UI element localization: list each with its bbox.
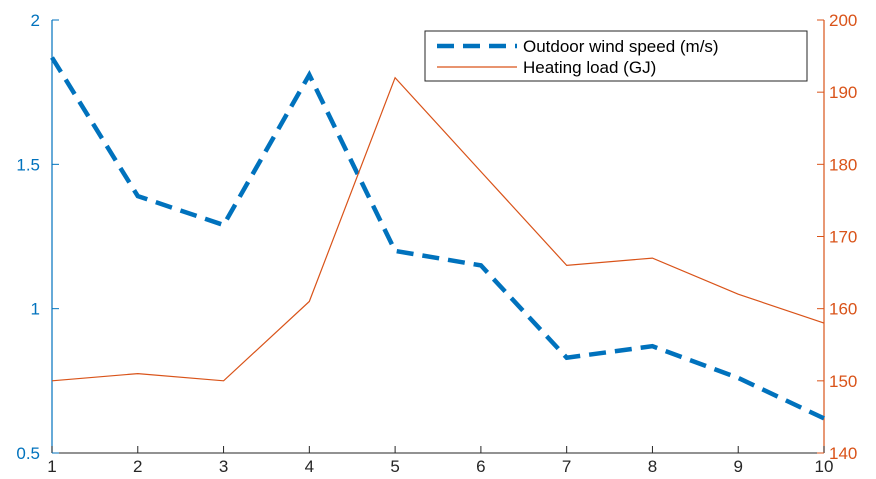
y-right-tick-label: 170	[829, 228, 857, 247]
legend: Outdoor wind speed (m/s) Heating load (GJ…	[424, 30, 808, 82]
y-left-tick-label: 1	[31, 300, 40, 319]
y-right-tick-label: 190	[829, 83, 857, 102]
wind-speed-line	[50, 56, 825, 421]
x-tick-label: 2	[133, 457, 142, 476]
y-left-tick-label: 1.5	[16, 155, 40, 174]
y-left-tick-label: 2	[31, 11, 40, 30]
x-tick-label: 8	[648, 457, 657, 476]
y-right-tick-label: 160	[829, 300, 857, 319]
x-tick-label: 5	[390, 457, 399, 476]
x-tick-label: 3	[219, 457, 228, 476]
y-right-tick-label: 150	[829, 372, 857, 391]
x-tick-label: 9	[733, 457, 742, 476]
series-layer	[50, 56, 825, 421]
y-right-tick-label: 200	[829, 11, 857, 30]
x-tick-label: 4	[305, 457, 314, 476]
heating-load-line	[51, 76, 825, 382]
y-left-tick-label: 0.5	[16, 444, 40, 463]
axes-layer: 1 2 3 4 5 6 7 8 9 10 0.5 1 1.5 2 140 150 160 170 180 190 200	[16, 11, 857, 476]
y-right-tick-label: 140	[829, 444, 857, 463]
x-tick-label: 6	[476, 457, 485, 476]
x-tick-label: 10	[815, 457, 834, 476]
x-tick-label: 7	[562, 457, 571, 476]
legend-label: Outdoor wind speed (m/s)	[523, 37, 719, 56]
x-tick-label: 1	[47, 457, 56, 476]
y-right-tick-label: 180	[829, 155, 857, 174]
legend-label: Heating load (GJ)	[523, 58, 656, 77]
legend-box	[424, 30, 808, 82]
